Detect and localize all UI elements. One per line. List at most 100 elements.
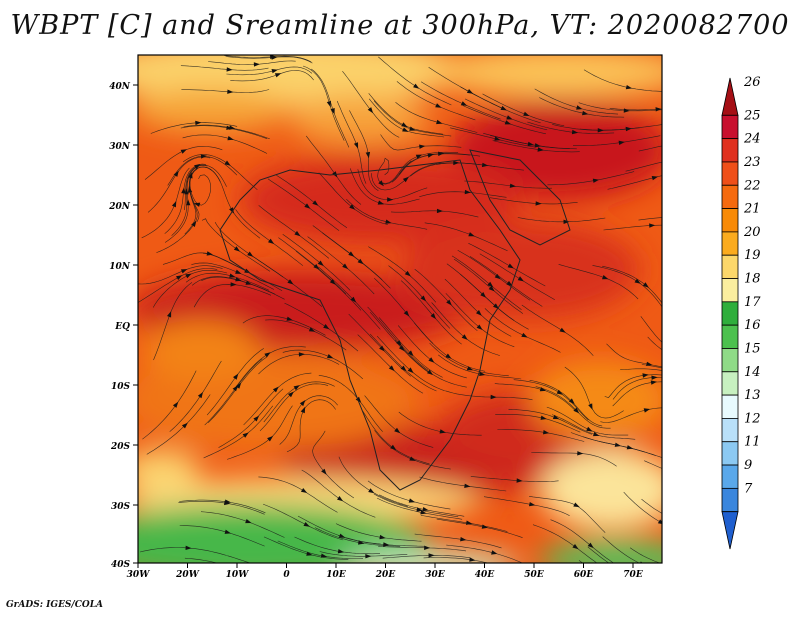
streamline-arrow bbox=[298, 352, 305, 357]
streamline bbox=[206, 348, 264, 416]
streamline-arrow bbox=[593, 431, 600, 437]
streamline bbox=[312, 430, 355, 499]
streamline-arrow bbox=[303, 522, 310, 527]
streamline bbox=[527, 121, 615, 134]
streamline-arrow bbox=[428, 553, 435, 558]
colorbar-label: 17 bbox=[744, 295, 761, 310]
streamline-arrow bbox=[286, 316, 293, 321]
colorbar-label: 18 bbox=[744, 272, 761, 287]
lat-tick-label: 20N bbox=[108, 202, 131, 212]
streamline bbox=[445, 293, 515, 348]
streamline bbox=[391, 153, 470, 183]
lat-tick-label: 40N bbox=[109, 82, 131, 92]
streamline bbox=[638, 145, 662, 152]
streamline-arrow bbox=[535, 201, 542, 206]
streamline bbox=[263, 536, 349, 560]
streamline bbox=[479, 253, 555, 301]
streamline bbox=[226, 66, 313, 76]
streamline-arrow bbox=[446, 299, 452, 306]
streamline bbox=[227, 555, 252, 563]
streamline bbox=[139, 547, 227, 556]
streamline-arrow bbox=[407, 350, 414, 357]
streamline bbox=[625, 161, 662, 172]
streamline bbox=[169, 360, 222, 432]
colorbar-label: 15 bbox=[744, 341, 761, 356]
streamline-arrow bbox=[194, 164, 201, 170]
lon-tick-label: 30W bbox=[127, 570, 151, 580]
streamline-arrow bbox=[293, 385, 300, 391]
streamline bbox=[483, 133, 570, 149]
streamline-arrow bbox=[537, 147, 544, 152]
streamline-arrow bbox=[568, 398, 575, 405]
streamline-arrow bbox=[466, 89, 474, 94]
streamline bbox=[342, 71, 400, 138]
streamline-arrow bbox=[424, 545, 431, 550]
streamline-arrow bbox=[464, 483, 471, 488]
streamline bbox=[419, 191, 507, 198]
streamline-arrow bbox=[271, 69, 278, 74]
streamline-arrow bbox=[242, 432, 249, 438]
streamline-arrow bbox=[235, 277, 242, 282]
streamline bbox=[230, 70, 314, 82]
streamline-arrow bbox=[329, 279, 336, 285]
streamline-arrow bbox=[365, 151, 371, 159]
streamline bbox=[612, 381, 662, 407]
streamline bbox=[492, 140, 580, 153]
streamline-arrow bbox=[271, 55, 278, 60]
streamline-arrow bbox=[326, 100, 331, 108]
streamline bbox=[367, 306, 429, 371]
streamline-arrow bbox=[573, 502, 580, 508]
streamline-arrow bbox=[227, 89, 234, 94]
streamline bbox=[378, 56, 452, 106]
streamline-arrow bbox=[387, 197, 394, 202]
streamline-arrow bbox=[481, 162, 489, 168]
colorbar-segment bbox=[721, 254, 739, 279]
streamline bbox=[368, 98, 445, 138]
colorbar-segment bbox=[721, 371, 739, 396]
streamline bbox=[373, 100, 452, 137]
streamline bbox=[640, 316, 662, 343]
streamline bbox=[551, 414, 636, 440]
streamline bbox=[582, 436, 662, 458]
streamline-arrow bbox=[430, 313, 436, 320]
streamline-arrow bbox=[559, 327, 566, 333]
streamline-arrow bbox=[368, 488, 375, 494]
streamline-arrow bbox=[597, 128, 604, 133]
streamline bbox=[517, 217, 606, 223]
streamline-arrow bbox=[464, 189, 471, 195]
colorbar-segment bbox=[721, 278, 739, 303]
colorbar-segment bbox=[721, 394, 739, 419]
streamline bbox=[410, 162, 496, 177]
streamline bbox=[620, 368, 662, 371]
streamline bbox=[225, 56, 313, 64]
streamline-arrow bbox=[267, 436, 274, 442]
streamline bbox=[368, 246, 437, 303]
streamline-arrow bbox=[680, 521, 686, 525]
streamline-arrow bbox=[657, 519, 662, 524]
streamline bbox=[156, 185, 198, 253]
streamline bbox=[414, 322, 486, 372]
streamline bbox=[189, 168, 212, 206]
streamline-arrow bbox=[388, 365, 395, 372]
colorbar-segment bbox=[721, 301, 739, 326]
streamline-arrow bbox=[226, 125, 233, 130]
streamline-arrow bbox=[479, 371, 486, 376]
streamline bbox=[319, 551, 408, 557]
streamline bbox=[307, 236, 375, 295]
streamline-arrow bbox=[172, 401, 179, 408]
streamline-arrow bbox=[572, 544, 579, 550]
streamline-arrow bbox=[379, 534, 386, 540]
lon-tick-label: 0 bbox=[283, 570, 290, 580]
streamline-arrow bbox=[427, 153, 434, 158]
streamline bbox=[641, 364, 662, 369]
streamline bbox=[592, 265, 662, 308]
streamline bbox=[424, 222, 508, 252]
streamline bbox=[606, 343, 662, 368]
streamline bbox=[377, 157, 412, 185]
streamline bbox=[180, 65, 269, 71]
colorbar-segment bbox=[721, 324, 739, 349]
streamline-arrow bbox=[300, 488, 308, 493]
streamline-arrow bbox=[185, 273, 192, 279]
streamline-arrow bbox=[476, 310, 482, 316]
streamline bbox=[547, 171, 635, 186]
